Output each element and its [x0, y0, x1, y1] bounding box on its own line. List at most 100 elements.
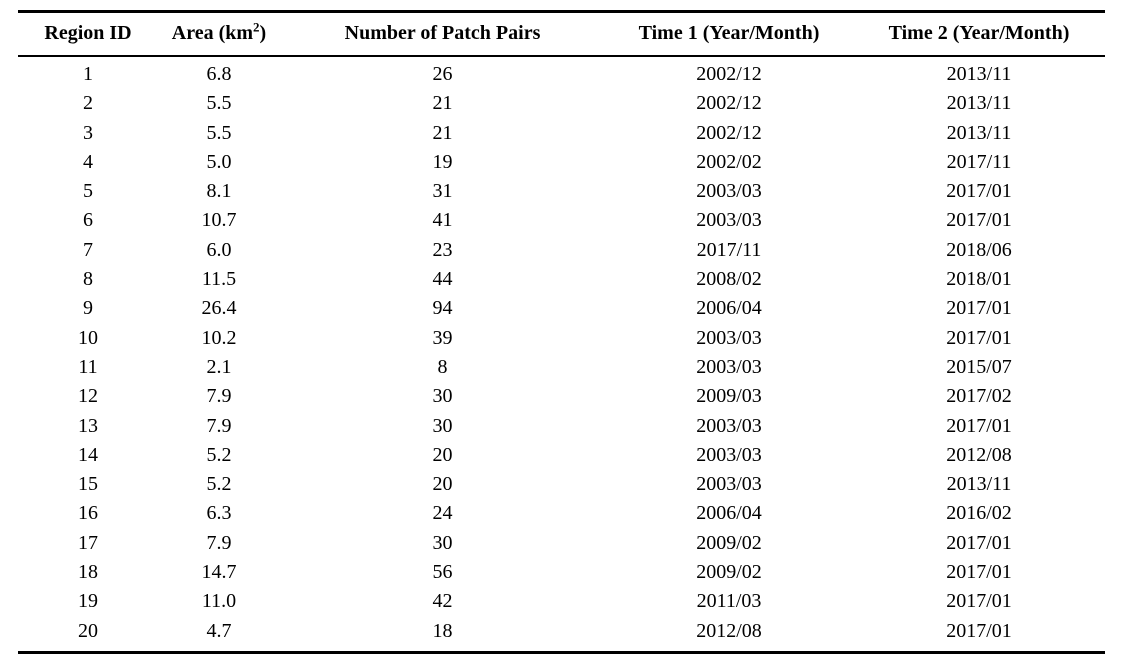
table-row: 13 7.9 30 2003/03 2017/01 [18, 412, 1105, 441]
table-row: 10 10.2 39 2003/03 2017/01 [18, 324, 1105, 353]
table-cell-patch-pairs: 20 [432, 443, 453, 466]
table-row: 11 2.1 8 2003/03 2015/07 [18, 353, 1105, 382]
table-cell-time-1: 2003/03 [696, 209, 762, 232]
table-cell-time-1: 2002/12 [696, 121, 762, 144]
table-cell-area: 6.0 [206, 238, 232, 261]
table-row: 17 7.9 30 2009/02 2017/01 [18, 529, 1105, 558]
table-cell-time-1: 2009/02 [696, 531, 762, 554]
table-cell-area: 5.5 [206, 92, 232, 115]
table-cell-time-1: 2009/03 [696, 385, 762, 408]
table-cell-region-id: 15 [78, 473, 98, 496]
table-cell-region-id: 20 [78, 619, 98, 642]
table-cell-time-1: 2009/02 [696, 561, 762, 584]
table-cell-region-id: 13 [78, 414, 98, 437]
table-row: 20 4.7 18 2012/08 2017/01 [18, 617, 1105, 653]
table-row: 7 6.0 23 2017/11 2018/06 [18, 236, 1105, 265]
table-header: Region ID Area (km2) Number of Patch Pai… [18, 11, 1105, 57]
table-cell-region-id: 18 [78, 561, 98, 584]
table-cell-patch-pairs: 24 [432, 502, 453, 525]
table-cell-time-2: 2017/01 [946, 561, 1012, 584]
table-row: 4 5.0 19 2002/02 2017/11 [18, 148, 1105, 177]
table-cell-area: 11.5 [201, 268, 237, 291]
table-cell-time-2: 2013/11 [946, 63, 1012, 85]
table-cell-area: 5.2 [206, 443, 232, 466]
table-cell-time-1: 2012/08 [696, 619, 762, 642]
table-cell-area: 4.7 [206, 619, 232, 642]
table-cell-patch-pairs: 44 [432, 268, 453, 291]
col-header-region-id: Region ID [18, 11, 158, 57]
table-cell-time-1: 2003/03 [696, 473, 762, 496]
table-cell-area: 26.4 [201, 297, 237, 320]
table-cell-time-2: 2017/01 [946, 297, 1012, 320]
table-row: 18 14.7 56 2009/02 2017/01 [18, 558, 1105, 587]
table-cell-patch-pairs: 56 [432, 561, 453, 584]
table-cell-time-2: 2012/08 [946, 443, 1012, 466]
table-cell-region-id: 14 [78, 443, 98, 466]
table-cell-time-1: 2003/03 [696, 355, 762, 378]
table-cell-region-id: 4 [83, 150, 93, 173]
table-cell-region-id: 12 [78, 385, 98, 408]
table-cell-area: 6.8 [206, 63, 232, 85]
table-cell-region-id: 1 [83, 63, 93, 85]
table-cell-area: 7.9 [206, 414, 232, 437]
table-header-row: Region ID Area (km2) Number of Patch Pai… [18, 11, 1105, 57]
table-row: 16 6.3 24 2006/04 2016/02 [18, 499, 1105, 528]
table-cell-time-2: 2017/11 [946, 150, 1012, 173]
table-row: 1 6.8 26 2002/12 2013/11 [18, 56, 1105, 89]
table-cell-patch-pairs: 19 [432, 150, 453, 173]
table-cell-patch-pairs: 18 [432, 619, 453, 642]
table-cell-time-2: 2017/01 [946, 326, 1012, 349]
table-row: 3 5.5 21 2002/12 2013/11 [18, 119, 1105, 148]
table-cell-region-id: 9 [83, 297, 93, 320]
table-cell-patch-pairs: 26 [432, 63, 453, 85]
table-row: 19 11.0 42 2011/03 2017/01 [18, 587, 1105, 616]
table-cell-time-2: 2017/01 [946, 619, 1012, 642]
table-row: 8 11.5 44 2008/02 2018/01 [18, 265, 1105, 294]
table-cell-patch-pairs: 41 [432, 209, 453, 232]
table-cell-region-id: 8 [83, 268, 93, 291]
table-row: 9 26.4 94 2006/04 2017/01 [18, 294, 1105, 323]
table-cell-time-1: 2003/03 [696, 414, 762, 437]
table-cell-patch-pairs: 42 [432, 590, 453, 613]
table-cell-patch-pairs: 20 [432, 473, 453, 496]
table-cell-area: 14.7 [201, 561, 237, 584]
table-cell-region-id: 5 [83, 180, 93, 203]
table-body: 1 6.8 26 2002/12 2013/11 2 5.5 21 2002/12 2013/11… [18, 56, 1105, 652]
table-cell-time-1: 2003/03 [696, 180, 762, 203]
table-cell-patch-pairs: 8 [437, 355, 448, 378]
table-cell-time-1: 2006/04 [696, 502, 762, 525]
table-cell-patch-pairs: 21 [432, 121, 453, 144]
table-cell-time-2: 2017/01 [946, 414, 1012, 437]
table-cell-patch-pairs: 30 [432, 414, 453, 437]
table-cell-area: 10.2 [201, 326, 237, 349]
table-cell-area: 7.9 [206, 385, 232, 408]
table-row: 6 10.7 41 2003/03 2017/01 [18, 206, 1105, 235]
region-statistics-table: Region ID Area (km2) Number of Patch Pai… [18, 10, 1105, 654]
table-cell-time-1: 2011/03 [696, 590, 762, 613]
table-row: 14 5.2 20 2003/03 2012/08 [18, 441, 1105, 470]
table-cell-area: 7.9 [206, 531, 232, 554]
table-cell-time-2: 2013/11 [946, 121, 1012, 144]
table-cell-area: 5.2 [206, 473, 232, 496]
table-cell-area: 8.1 [206, 180, 232, 203]
table-cell-time-2: 2017/01 [946, 180, 1012, 203]
table-cell-area: 5.5 [206, 121, 232, 144]
table-cell-area: 10.7 [201, 209, 237, 232]
table-cell-patch-pairs: 30 [432, 385, 453, 408]
col-header-patch-pairs: Number of Patch Pairs [280, 11, 605, 57]
table-cell-area: 11.0 [201, 590, 237, 613]
table-cell-time-1: 2017/11 [696, 238, 762, 261]
table-cell-time-1: 2008/02 [696, 268, 762, 291]
table-cell-time-2: 2017/02 [946, 385, 1012, 408]
table-cell-time-1: 2003/03 [696, 443, 762, 466]
table-row: 2 5.5 21 2002/12 2013/11 [18, 89, 1105, 118]
table-row: 5 8.1 31 2003/03 2017/01 [18, 177, 1105, 206]
table-cell-time-2: 2016/02 [946, 502, 1012, 525]
table-cell-time-2: 2013/11 [946, 92, 1012, 115]
table-row: 12 7.9 30 2009/03 2017/02 [18, 382, 1105, 411]
table-cell-time-1: 2002/02 [696, 150, 762, 173]
table-cell-patch-pairs: 30 [432, 531, 453, 554]
table-cell-patch-pairs: 21 [432, 92, 453, 115]
table-cell-time-1: 2002/12 [696, 92, 762, 115]
table-cell-area: 5.0 [206, 150, 232, 173]
